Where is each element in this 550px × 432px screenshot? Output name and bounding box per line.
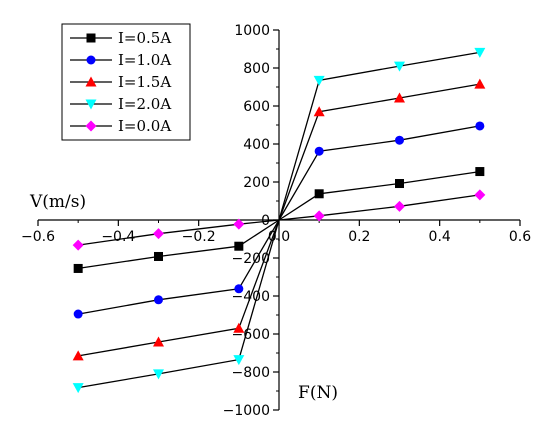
data-point (314, 189, 324, 199)
legend-item: I=2.0A (70, 95, 171, 113)
y-axis-label: V(m/s) (29, 192, 86, 212)
legend-item: I=0.5A (70, 29, 171, 47)
data-point (475, 121, 485, 131)
legend-item: I=1.0A (70, 51, 171, 69)
x-tick-label: 0.4 (429, 229, 451, 245)
data-point (395, 135, 404, 145)
x-tick-label: −0.6 (21, 229, 55, 245)
y-tick-label: 200 (243, 175, 270, 191)
data-point (313, 210, 325, 222)
data-point (313, 75, 325, 86)
legend-label: I=2.0A (118, 95, 171, 113)
series-layer (72, 47, 486, 394)
y-tick-label: −1000 (223, 403, 270, 419)
legend: I=0.5A I=1.0A I=1.5A I=2.0A I=0.0A (61, 23, 191, 141)
data-point (154, 251, 163, 261)
legend-marker (86, 55, 96, 65)
data-point (153, 336, 164, 347)
series-I=0.0A (72, 189, 486, 251)
legend-marker (86, 33, 96, 43)
data-point (234, 241, 244, 251)
data-point (72, 350, 84, 361)
data-point (72, 383, 84, 394)
axes: −0.6 −0.4 −0.2 0.0 0.2 0.4 0.6−1000−800−600−40… (21, 23, 531, 419)
x-tick-label: 0.6 (509, 229, 531, 245)
legend-marker (85, 76, 97, 87)
data-point (475, 167, 485, 177)
data-point (154, 295, 163, 305)
x-tick-label: −0.2 (182, 229, 216, 245)
y-tick-label: −200 (232, 251, 270, 267)
legend-label: I=1.5A (118, 73, 171, 91)
data-point (395, 179, 404, 189)
data-point (233, 218, 245, 230)
y-tick-label: 1000 (234, 23, 270, 39)
data-point (394, 61, 405, 72)
data-point (474, 78, 486, 89)
data-point (233, 322, 245, 333)
y-tick-label: 400 (243, 137, 270, 153)
x-tick-label: −0.4 (101, 229, 135, 245)
legend-item: I=0.0A (70, 117, 171, 135)
y-tick-label: −800 (232, 365, 270, 381)
data-point (73, 309, 83, 319)
data-point (394, 92, 405, 103)
legend-marker (85, 120, 97, 132)
data-point (153, 228, 164, 240)
data-point (233, 355, 245, 366)
data-point (313, 106, 325, 117)
legend-item: I=1.5A (70, 73, 171, 91)
data-point (73, 263, 83, 273)
data-point (474, 189, 486, 201)
legend-marker (85, 99, 97, 110)
legend-label: I=0.5A (118, 29, 171, 47)
x-axis-label: F(N) (298, 383, 338, 403)
data-point (234, 284, 244, 294)
data-point (72, 239, 84, 251)
x-tick-label: 0.2 (348, 229, 370, 245)
data-point (153, 369, 164, 380)
data-point (314, 146, 324, 156)
legend-label: I=1.0A (118, 51, 171, 69)
data-point (394, 200, 405, 212)
legend-label: I=0.0A (118, 117, 171, 135)
y-tick-label: 800 (243, 61, 270, 77)
y-tick-label: 600 (243, 99, 270, 115)
data-point (474, 47, 486, 58)
